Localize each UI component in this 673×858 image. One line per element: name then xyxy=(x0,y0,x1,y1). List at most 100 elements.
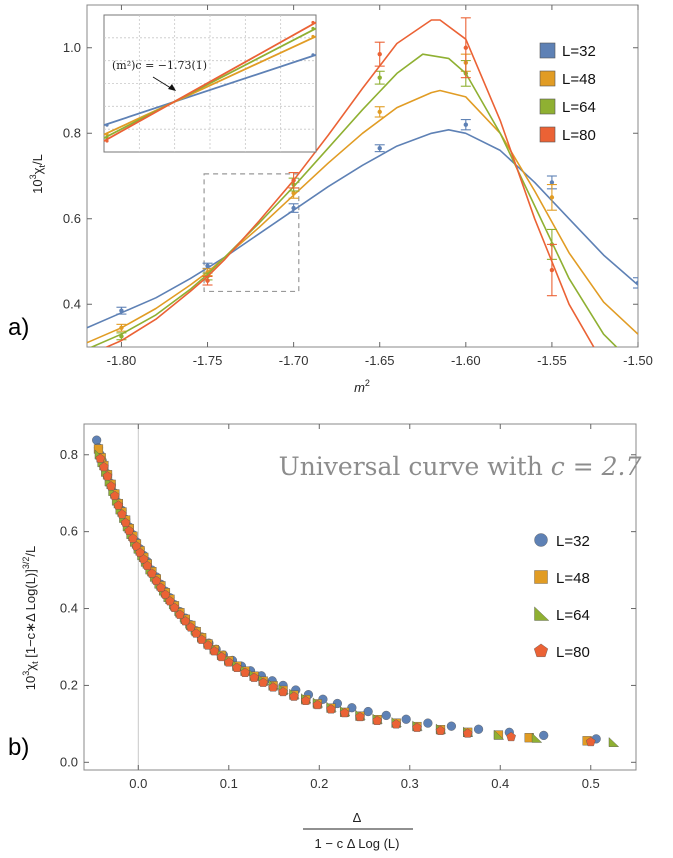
data-point-L=80 xyxy=(99,461,109,472)
panel-a-chart: -1.80 -1.75 -1.70 -1.65 -1.60 -1.55 -1.50 0.4 0.… xyxy=(8,4,653,395)
panel-b-y-axis-label: 103χt [1−c∗Δ Log(L)]3/2/L xyxy=(21,546,40,690)
data-point-L=80 xyxy=(128,533,138,543)
panel-b-x-label-denominator: 1 − c Δ Log (L) xyxy=(315,836,400,851)
panel-b-x-tick-label: 0.4 xyxy=(491,776,509,791)
panel-a-zoom-box xyxy=(203,173,300,293)
inset-arrow-head xyxy=(168,84,176,91)
data-point-L=64 xyxy=(608,737,620,747)
data-point-L=80 xyxy=(175,609,185,619)
data-point-L=80 xyxy=(185,622,196,632)
data-point xyxy=(119,334,124,339)
legend-swatch xyxy=(539,70,556,87)
data-point-L=80 xyxy=(232,662,242,672)
panel-a-label: a) xyxy=(8,314,29,341)
data-point-L=80 xyxy=(165,596,175,606)
data-point-L=80 xyxy=(156,582,166,592)
data-point-L=80 xyxy=(109,490,120,500)
data-point-L=80 xyxy=(289,691,299,701)
legend-marker xyxy=(534,570,548,584)
data-point xyxy=(549,195,555,200)
data-point-L=80 xyxy=(300,695,311,705)
data-point-L=80 xyxy=(412,722,422,732)
data-point-L=80 xyxy=(142,560,153,570)
panel-b-x-tick-label: 0.2 xyxy=(310,776,328,791)
panel-a-x-tick-label: -1.70 xyxy=(279,353,309,368)
panel-a-y-axis-label: 103χt/L xyxy=(28,154,47,194)
panel-b-chart: 0.0 0.1 0.2 0.3 0.4 0.5 0.0 0.2 0.4 0.6 0.8 Univer… xyxy=(8,423,642,851)
series-curve-L=32 xyxy=(87,129,638,329)
panel-a-axes: -1.80 -1.75 -1.70 -1.65 -1.60 -1.55 -1.50 0.4 0.… xyxy=(63,5,653,368)
data-point-L=80 xyxy=(240,667,250,677)
inset-point xyxy=(105,123,109,127)
data-point-L=80 xyxy=(180,616,191,626)
inset-point xyxy=(311,34,315,39)
inset-point xyxy=(105,139,109,143)
panel-b-frame xyxy=(83,423,637,771)
panel-a-y-tick-label: 1.0 xyxy=(63,40,81,55)
panel-b-label: b) xyxy=(8,734,29,761)
data-point-L=80 xyxy=(339,708,350,718)
legend-label: L=80 xyxy=(556,644,590,661)
data-point-L=80 xyxy=(249,672,259,682)
data-point-L=80 xyxy=(312,699,323,710)
data-point-L=32 xyxy=(381,710,391,721)
data-point-L=64 xyxy=(531,732,543,743)
data-point-L=80 xyxy=(203,640,213,650)
inset-line-L=48 xyxy=(103,35,317,136)
panel-b-y-tick-label: 0.8 xyxy=(60,447,78,462)
data-point xyxy=(291,205,296,211)
panel-a-x-tick-label: -1.60 xyxy=(451,353,481,368)
panel-a-inset: (m²)c = −1.73(1) xyxy=(103,14,317,153)
panel-a-legend: L=32 L=48 L=64 L=80 xyxy=(539,42,596,144)
panel-a-frame xyxy=(86,4,639,348)
data-point xyxy=(463,122,469,127)
data-point-L=32 xyxy=(473,724,484,734)
data-point-L=80 xyxy=(196,634,207,644)
data-point-L=64 xyxy=(493,729,505,740)
panel-b-y-tick-label: 0.2 xyxy=(60,677,78,692)
data-point-L=80 xyxy=(278,686,288,697)
data-point xyxy=(635,280,638,286)
panel-a-x-tick-label: -1.55 xyxy=(537,353,567,368)
data-point-L=80 xyxy=(131,541,142,551)
data-point-L=80 xyxy=(102,471,113,481)
data-point-L=80 xyxy=(147,568,157,578)
data-point-L=80 xyxy=(138,554,149,564)
data-point-L=80 xyxy=(191,628,202,638)
legend-label: L=80 xyxy=(562,127,596,144)
data-point-L=80 xyxy=(506,731,516,742)
data-point-L=80 xyxy=(169,602,180,612)
data-point-L=80 xyxy=(160,589,171,599)
panel-a-x-axis-label: m2 xyxy=(354,378,370,395)
data-point-L=80 xyxy=(326,704,336,714)
panel-a-x-tick-label: -1.50 xyxy=(623,353,653,368)
data-point xyxy=(205,278,210,283)
legend-label: L=32 xyxy=(556,533,590,550)
panel-b-x-tick-label: 0.0 xyxy=(129,776,147,791)
data-point-L=32 xyxy=(401,714,411,724)
panel-b-x-tick-label: 0.1 xyxy=(220,776,238,791)
panel-a-x-tick-label: -1.80 xyxy=(107,353,137,368)
legend-label: L=48 xyxy=(556,570,590,587)
data-point xyxy=(549,267,555,273)
data-point-L=80 xyxy=(124,525,135,535)
panel-a-plot-area xyxy=(87,17,638,347)
data-point-L=80 xyxy=(355,711,365,722)
panel-b-y-tick-label: 0.4 xyxy=(60,601,78,616)
data-point xyxy=(119,325,124,330)
panel-b-title: Universal curve with c = 2.7 xyxy=(279,452,642,481)
data-point xyxy=(205,263,210,268)
panel-b-y-tick-label: 0.6 xyxy=(60,524,78,539)
data-point-L=80 xyxy=(585,736,596,747)
data-point-L=80 xyxy=(151,575,162,585)
data-point-L=80 xyxy=(268,682,278,692)
data-point xyxy=(377,109,382,115)
legend-label: L=64 xyxy=(562,99,596,116)
inset-annotation: (m²)c = −1.73(1) xyxy=(112,59,207,72)
panel-b-axes: 0.0 0.1 0.2 0.3 0.4 0.5 0.0 0.2 0.4 0.6 0.8 xyxy=(60,423,637,791)
data-point-L=80 xyxy=(113,500,124,510)
panel-a-y-tick-label: 0.8 xyxy=(63,125,81,140)
series-curve-L=48 xyxy=(87,89,638,344)
data-point-L=80 xyxy=(216,651,227,662)
